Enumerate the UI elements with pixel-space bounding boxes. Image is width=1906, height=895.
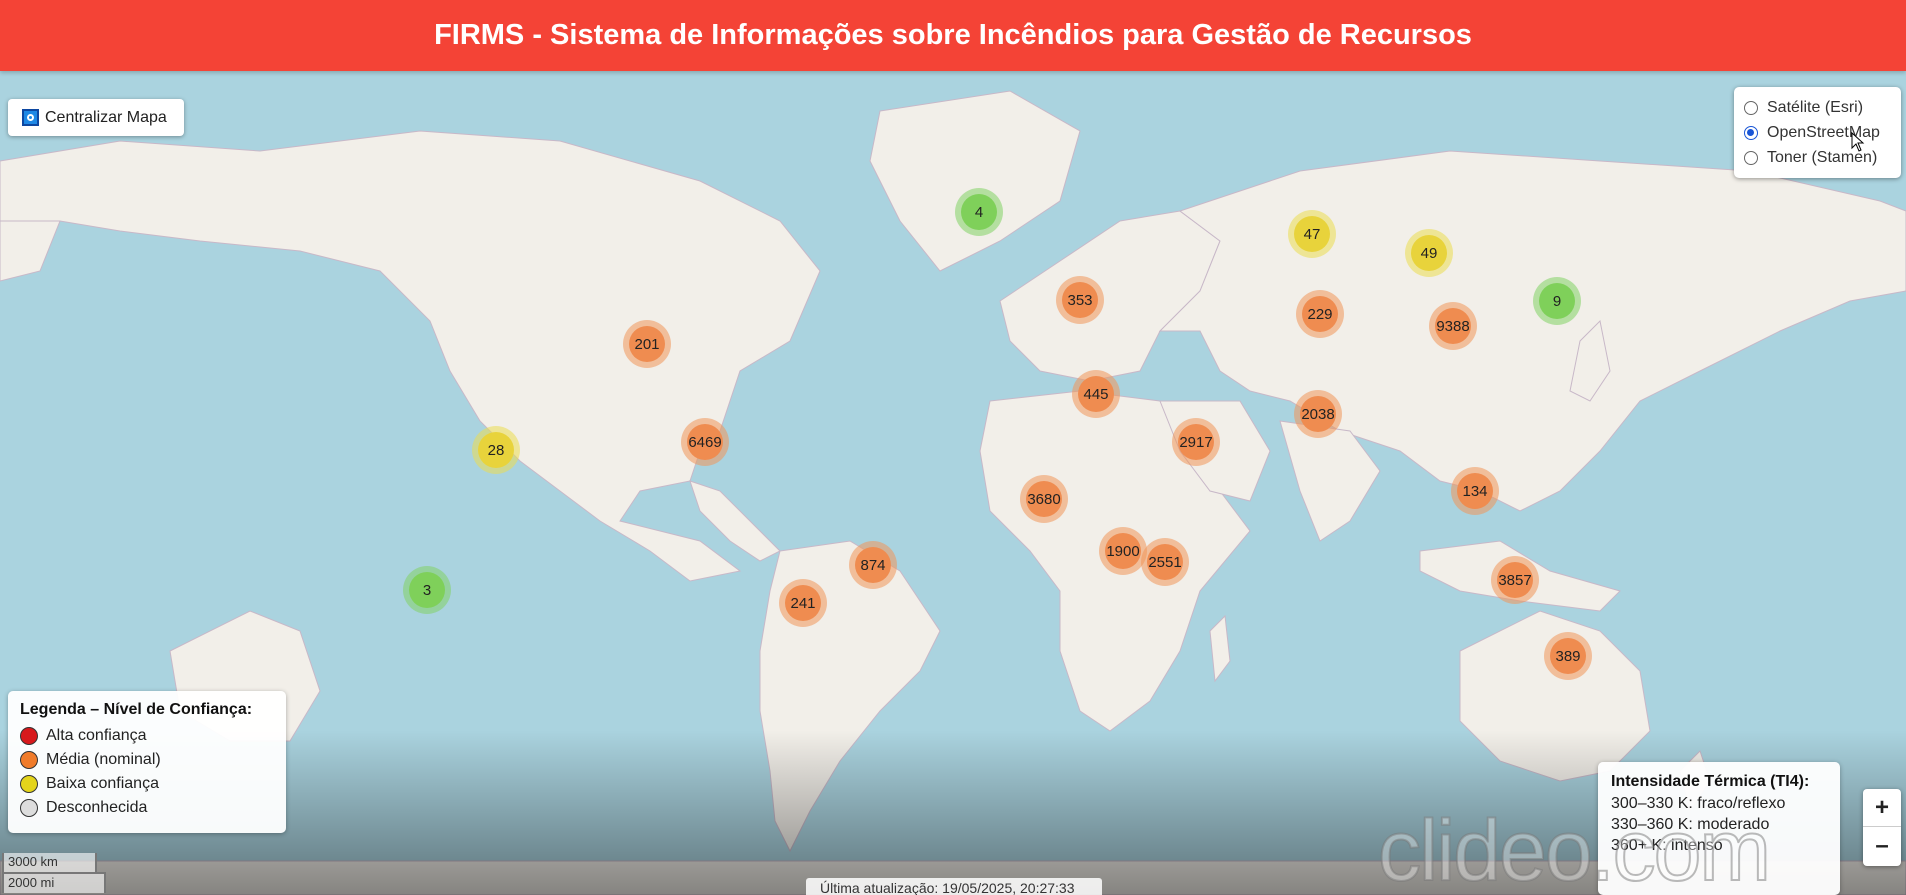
fire-cluster[interactable]: 1900 — [1099, 527, 1147, 575]
fire-cluster[interactable]: 229 — [1296, 290, 1344, 338]
fire-cluster[interactable]: 47 — [1288, 210, 1336, 258]
layer-radio[interactable] — [1744, 125, 1758, 140]
zoom-in-button[interactable]: + — [1863, 789, 1901, 827]
world-map[interactable]: 4 47 49 9 353 229 9388 201 445 2038 6469… — [0, 71, 1906, 895]
fire-cluster[interactable]: 3857 — [1491, 556, 1539, 604]
legend-item: Desconhecida — [20, 796, 274, 820]
legend-swatch — [20, 727, 38, 745]
layer-radio[interactable] — [1744, 100, 1758, 115]
thermal-intensity-panel: Intensidade Térmica (TI4): 300–330 K: fr… — [1598, 762, 1840, 895]
fire-cluster[interactable]: 3 — [403, 566, 451, 614]
layer-option-toner[interactable]: Toner (Stamen) — [1744, 145, 1891, 170]
map-scale: 3000 km 2000 mi — [2, 853, 106, 893]
layer-option-openstreetmap[interactable]: OpenStreetMap — [1744, 120, 1891, 145]
confidence-legend: Legenda – Nível de Confiança: Alta confi… — [8, 691, 286, 833]
fire-cluster[interactable]: 3680 — [1020, 475, 1068, 523]
center-map-button[interactable]: Centralizar Mapa — [8, 99, 184, 136]
fire-cluster[interactable]: 9388 — [1429, 302, 1477, 350]
mouse-cursor-icon — [1851, 132, 1865, 152]
fire-cluster[interactable]: 4 — [955, 188, 1003, 236]
zoom-control: + – — [1863, 789, 1901, 866]
fire-cluster[interactable]: 9 — [1533, 277, 1581, 325]
legend-swatch — [20, 799, 38, 817]
layer-option-satellite[interactable]: Satélite (Esri) — [1744, 95, 1891, 120]
legend-swatch — [20, 751, 38, 769]
scale-km: 3000 km — [2, 853, 97, 874]
fire-cluster[interactable]: 389 — [1544, 632, 1592, 680]
last-update-label: Última atualização: 19/05/2025, 20:27:33 — [806, 878, 1102, 895]
fire-cluster[interactable]: 445 — [1072, 370, 1120, 418]
legend-swatch — [20, 775, 38, 793]
legend-item: Alta confiança — [20, 724, 274, 748]
zoom-out-button[interactable]: – — [1875, 832, 1889, 859]
page-title: FIRMS - Sistema de Informações sobre Inc… — [434, 19, 1472, 51]
layer-control: Satélite (Esri) OpenStreetMap Toner (Sta… — [1734, 87, 1901, 178]
fire-cluster[interactable]: 353 — [1056, 276, 1104, 324]
fire-cluster[interactable]: 2917 — [1172, 418, 1220, 466]
fire-cluster[interactable]: 2038 — [1294, 390, 1342, 438]
legend-item: Baixa confiança — [20, 772, 274, 796]
fire-cluster[interactable]: 201 — [623, 320, 671, 368]
fire-cluster[interactable]: 49 — [1405, 229, 1453, 277]
fire-cluster[interactable]: 2551 — [1141, 538, 1189, 586]
fire-cluster[interactable]: 241 — [779, 579, 827, 627]
fire-cluster[interactable]: 134 — [1451, 467, 1499, 515]
layer-radio[interactable] — [1744, 150, 1758, 165]
video-watermark: clideo.com — [1377, 803, 1772, 895]
crosshair-icon — [22, 109, 39, 126]
app-header: FIRMS - Sistema de Informações sobre Inc… — [0, 0, 1906, 71]
fire-cluster[interactable]: 6469 — [681, 418, 729, 466]
scale-mi: 2000 mi — [2, 872, 106, 893]
legend-item: Média (nominal) — [20, 748, 274, 772]
fire-cluster[interactable]: 28 — [472, 426, 520, 474]
fire-cluster[interactable]: 874 — [849, 541, 897, 589]
